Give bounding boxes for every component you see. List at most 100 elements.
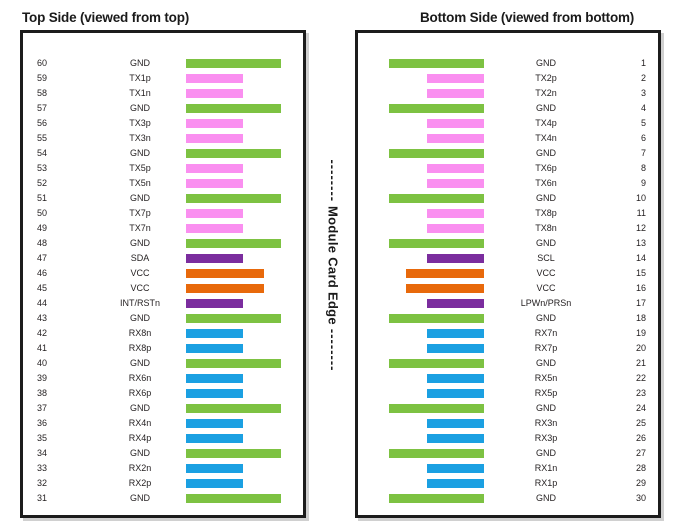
pin-row: 13 GND	[358, 236, 658, 251]
pin-row: 43 GND	[23, 311, 303, 326]
pin-number: 5	[640, 118, 646, 128]
pin-number: 19	[635, 328, 646, 338]
pin-row: 20 RX7p	[358, 341, 658, 356]
top-side-title: Top Side (viewed from top)	[22, 10, 190, 25]
pin-row: 2 TX2p	[358, 71, 658, 86]
pin-number: 16	[635, 283, 646, 293]
pin-name: GND	[536, 403, 556, 413]
pin-number: 41	[37, 343, 48, 353]
pin-row: 30 GND	[358, 491, 658, 506]
pin-row: 39 RX6n	[23, 371, 303, 386]
pin-number: 9	[640, 178, 646, 188]
pin-number: 7	[640, 148, 646, 158]
pin-bar-gnd	[389, 149, 484, 158]
pin-name: RX6n	[128, 373, 152, 383]
pin-bar-gnd	[389, 314, 484, 323]
pin-number: 40	[37, 358, 48, 368]
pin-name: RX1p	[534, 478, 558, 488]
pin-bar-tx	[427, 134, 484, 143]
pin-row: 56 TX3p	[23, 116, 303, 131]
pin-name: RX7n	[534, 328, 558, 338]
pin-bar-tx	[186, 224, 243, 233]
pin-number: 6	[640, 133, 646, 143]
pin-bar-rx	[427, 329, 484, 338]
pin-row: 19 RX7n	[358, 326, 658, 341]
pin-row: 10 GND	[358, 191, 658, 206]
pin-number: 18	[635, 313, 646, 323]
pin-bar-tx	[427, 74, 484, 83]
pin-number: 13	[635, 238, 646, 248]
pin-bar-tx	[186, 134, 243, 143]
pin-name: GND	[536, 103, 556, 113]
pin-bar-gnd	[389, 104, 484, 113]
pin-bar-rx	[427, 434, 484, 443]
pin-number: 1	[640, 58, 646, 68]
pin-name: TX2p	[535, 73, 557, 83]
pin-number: 42	[37, 328, 48, 338]
pin-row: 4 GND	[358, 101, 658, 116]
pin-bar-control	[427, 299, 484, 308]
pin-name: GND	[130, 58, 150, 68]
pin-name: RX8n	[128, 328, 152, 338]
pin-number: 30	[635, 493, 646, 503]
pin-name: RX5n	[534, 373, 558, 383]
pin-number: 34	[37, 448, 48, 458]
pin-name: GND	[130, 313, 150, 323]
pin-bar-gnd	[186, 194, 281, 203]
pin-bar-vcc	[406, 284, 484, 293]
pin-name: RX3p	[534, 433, 558, 443]
pin-bar-gnd	[389, 239, 484, 248]
pin-row: 45 VCC	[23, 281, 303, 296]
pin-number: 25	[635, 418, 646, 428]
pin-number: 22	[635, 373, 646, 383]
pin-name: GND	[536, 448, 556, 458]
pin-bar-gnd	[389, 404, 484, 413]
pin-name: RX3n	[534, 418, 558, 428]
pin-name: GND	[130, 448, 150, 458]
pin-name: TX4p	[535, 118, 557, 128]
pin-name: SDA	[130, 253, 150, 263]
pin-name: RX2n	[128, 463, 152, 473]
pin-bar-tx	[186, 209, 243, 218]
pin-number: 26	[635, 433, 646, 443]
pin-bar-gnd	[186, 404, 281, 413]
pin-name: GND	[536, 238, 556, 248]
pin-bar-vcc	[406, 269, 484, 278]
pin-name: GND	[536, 148, 556, 158]
pin-row: 48 GND	[23, 236, 303, 251]
pin-number: 48	[37, 238, 48, 248]
pin-number: 50	[37, 208, 48, 218]
pin-number: 10	[635, 193, 646, 203]
pin-name: TX3n	[129, 133, 151, 143]
card-edge-dash-leading: --------	[325, 158, 341, 202]
pin-row: 44 INT/RSTn	[23, 296, 303, 311]
pin-name: RX5p	[534, 388, 558, 398]
pin-number: 8	[640, 163, 646, 173]
pin-name: VCC	[536, 268, 556, 278]
pin-row: 51 GND	[23, 191, 303, 206]
pin-name: GND	[130, 238, 150, 248]
pin-bar-tx	[186, 119, 243, 128]
pin-name: TX6n	[535, 178, 557, 188]
pin-name: TX8p	[535, 208, 557, 218]
pin-row: 24 GND	[358, 401, 658, 416]
pin-bar-gnd	[186, 359, 281, 368]
pin-bar-tx	[427, 179, 484, 188]
pin-name: GND	[536, 313, 556, 323]
pin-number: 35	[37, 433, 48, 443]
pin-name: GND	[130, 403, 150, 413]
pin-number: 45	[37, 283, 48, 293]
pin-row: 18 GND	[358, 311, 658, 326]
pin-number: 49	[37, 223, 48, 233]
pin-name: TX2n	[535, 88, 557, 98]
pin-number: 36	[37, 418, 48, 428]
pin-number: 51	[37, 193, 48, 203]
pin-number: 37	[37, 403, 48, 413]
pin-name: RX4p	[128, 433, 152, 443]
pin-row: 22 RX5n	[358, 371, 658, 386]
pin-row: 60 GND	[23, 56, 303, 71]
pin-row: 6 TX4n	[358, 131, 658, 146]
pin-row: 32 RX2p	[23, 476, 303, 491]
pin-name: TX7n	[129, 223, 151, 233]
pin-name: TX7p	[129, 208, 151, 218]
